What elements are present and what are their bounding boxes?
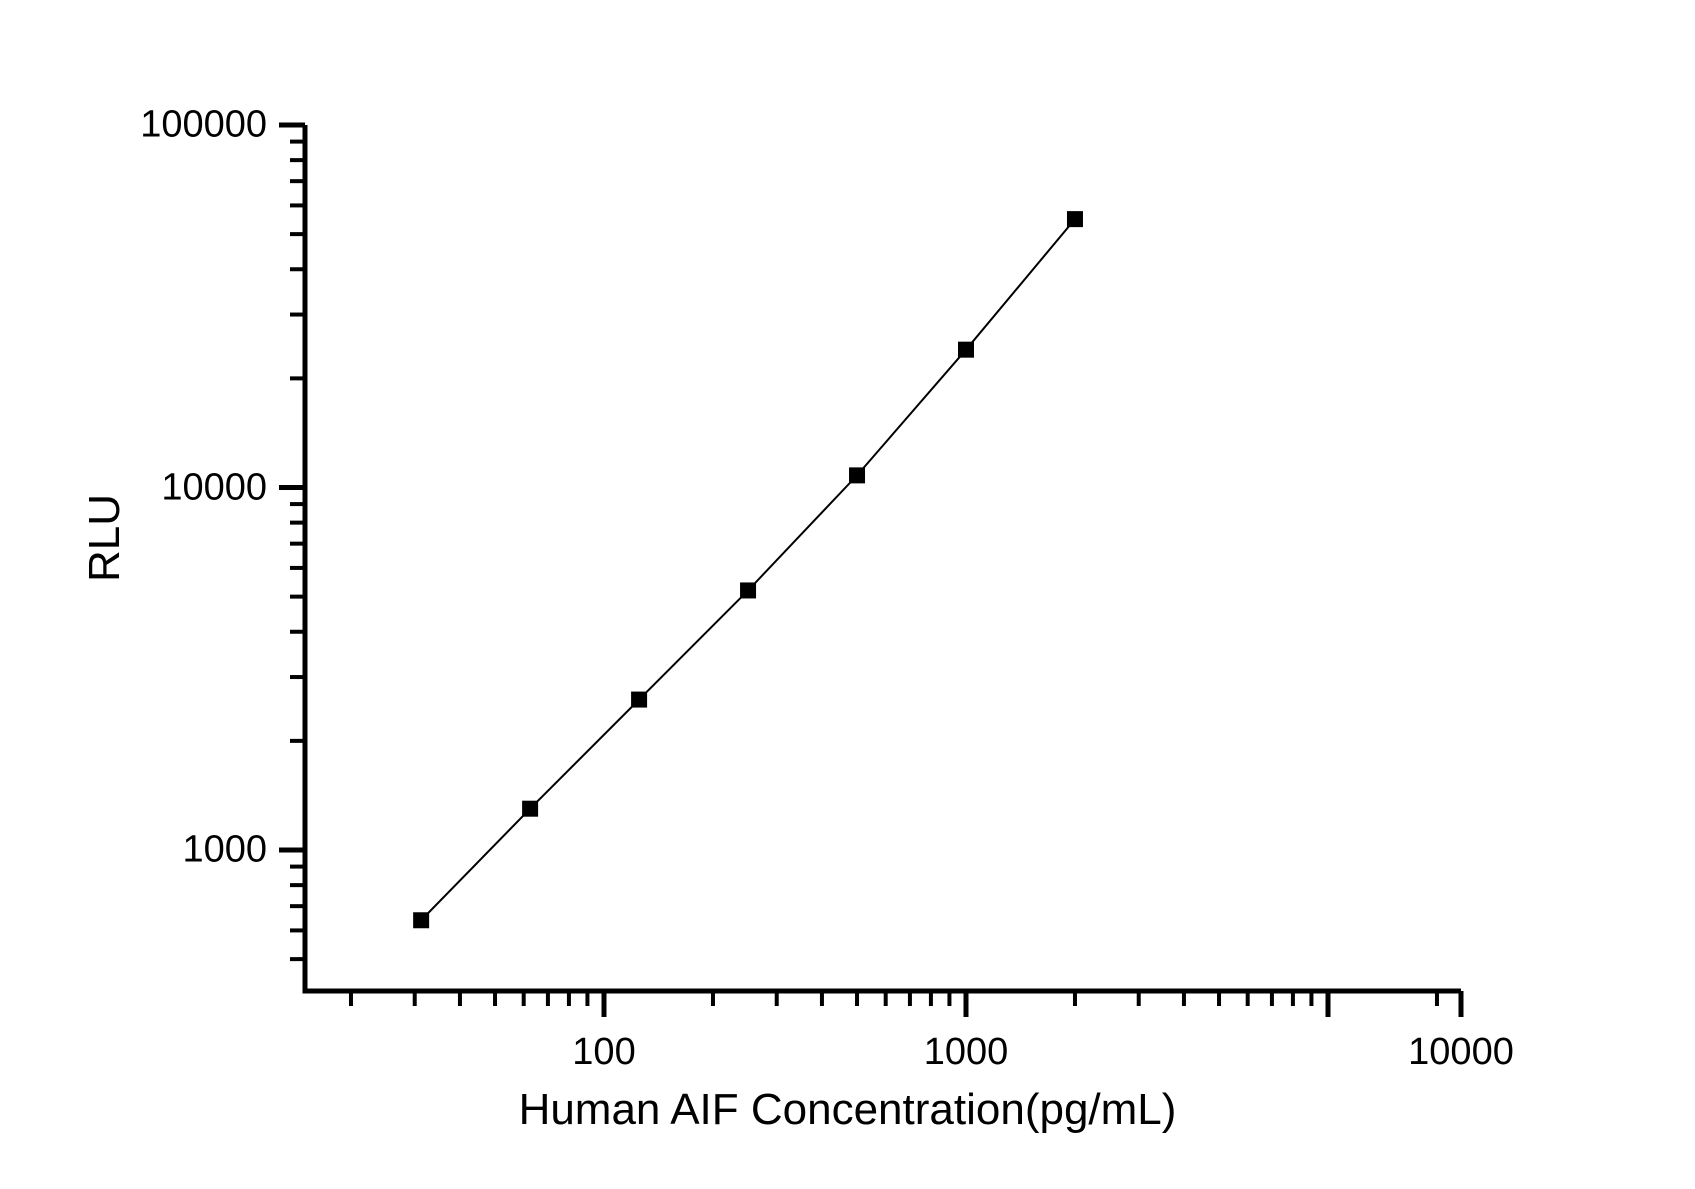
- y-axis-label: RLU: [80, 493, 129, 582]
- data-point-marker: [1066, 211, 1083, 228]
- x-tick-label: 1000: [923, 1031, 1009, 1073]
- data-point-marker: [522, 800, 539, 817]
- data-point-marker: [849, 467, 866, 484]
- y-tick-label: 10000: [161, 466, 267, 508]
- y-tick-label: 100000: [140, 103, 267, 146]
- x-axis-label: Human AIF Concentration(pg/mL): [518, 1085, 1177, 1134]
- axes: [279, 122, 1464, 1017]
- data-series: [413, 211, 1083, 929]
- data-point-marker: [958, 341, 974, 358]
- y-tick-label: 1000: [182, 828, 267, 871]
- x-tick-label: 10000: [1408, 1031, 1514, 1073]
- x-tick-label: 100: [572, 1031, 636, 1073]
- data-point-marker: [631, 691, 648, 708]
- data-point-marker: [413, 912, 430, 929]
- data-point-marker: [740, 582, 757, 599]
